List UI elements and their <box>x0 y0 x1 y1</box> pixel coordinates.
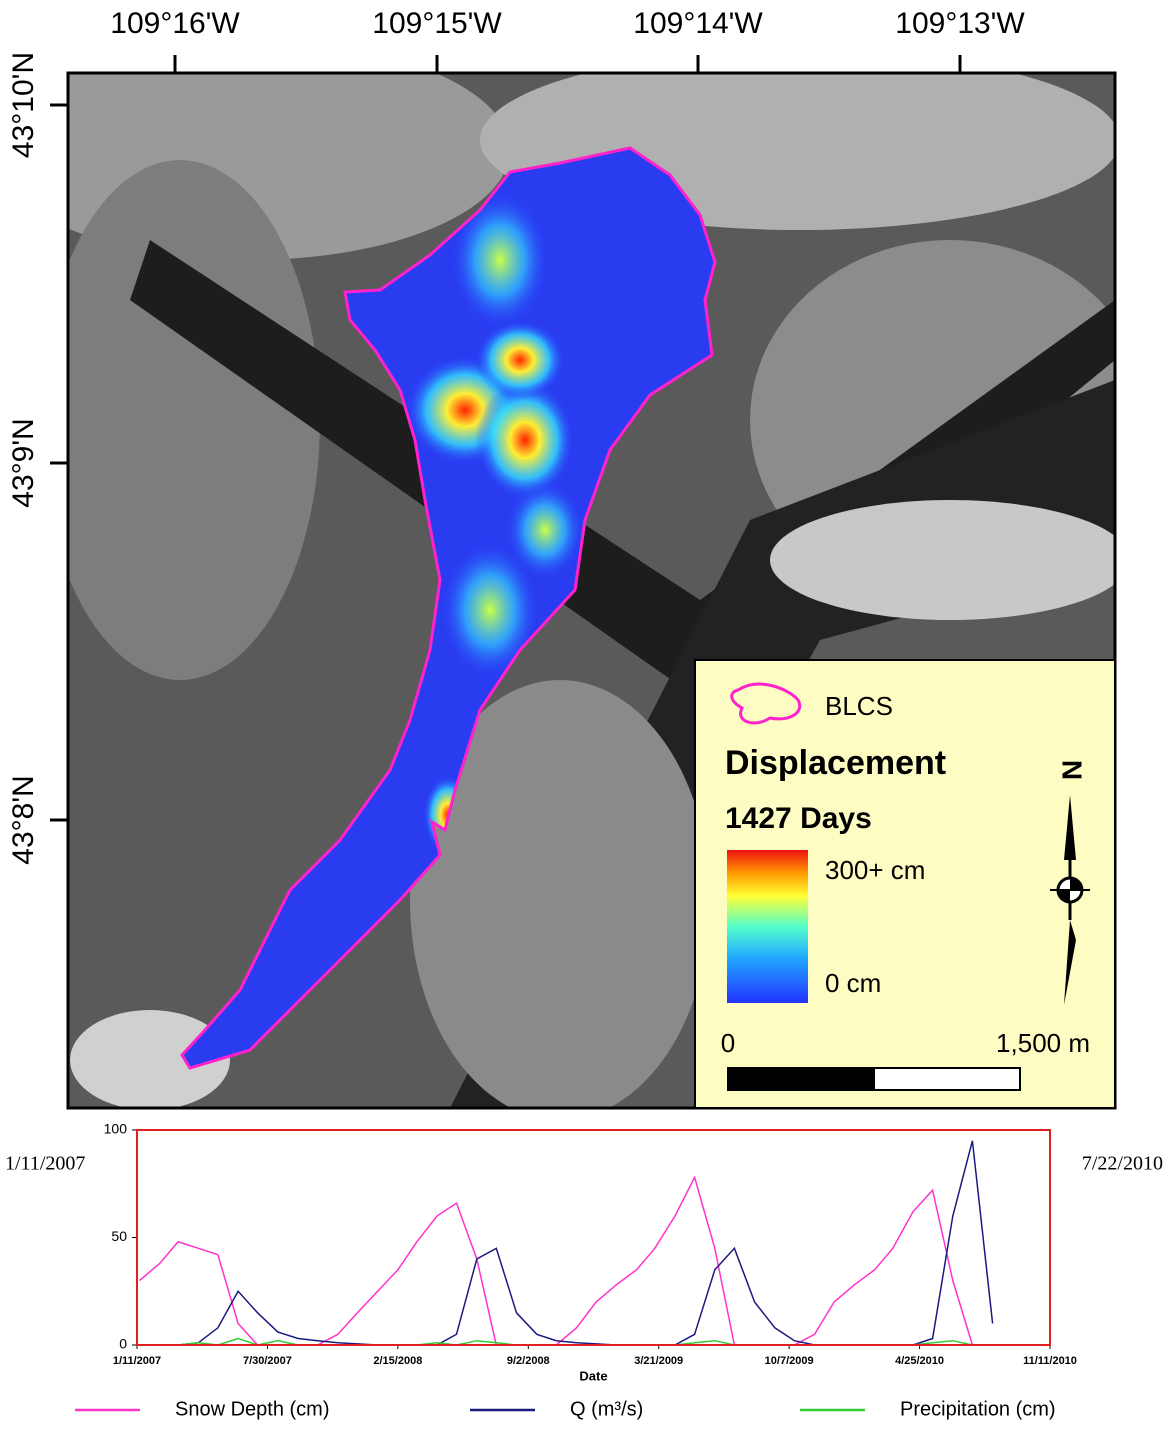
y-tick-label: 100 <box>104 1121 128 1137</box>
scale-bar-black <box>728 1068 875 1090</box>
x-axis-label: Date <box>579 1368 607 1383</box>
svg-text:N: N <box>1057 760 1088 780</box>
legend-label: Q (m³/s) <box>570 1398 643 1420</box>
series-line <box>140 1141 993 1345</box>
x-tick-label: 4/25/2010 <box>895 1355 944 1367</box>
color-min-label: 0 cm <box>825 968 881 998</box>
lon-label: 109°15'W <box>372 7 502 40</box>
scale-min-label: 0 <box>721 1028 735 1058</box>
x-tick-label: 10/7/2009 <box>765 1355 814 1367</box>
lon-label: 109°13'W <box>895 7 1025 40</box>
color-bar <box>727 850 808 1003</box>
x-tick-label: 11/11/2010 <box>1023 1355 1077 1367</box>
x-tick-label: 1/11/2007 <box>113 1355 161 1367</box>
chart: 0 50 100 1/11/2007 7/30/2007 2/15/2008 9/2/200… <box>75 1121 1077 1421</box>
legend: BLCS Displacement 1427 Days 300+ cm 0 cm… <box>695 660 1115 1108</box>
lat-label: 43°10'N <box>7 52 40 158</box>
legend-label: Snow Depth (cm) <box>175 1398 330 1420</box>
plot-frame <box>137 1130 1050 1345</box>
x-tick-label: 3/21/2009 <box>634 1355 683 1367</box>
lat-label: 43°8'N <box>7 775 40 864</box>
color-max-label: 300+ cm <box>825 855 925 885</box>
lat-label: 43°9'N <box>7 418 40 507</box>
legend-period: 1427 Days <box>725 802 872 835</box>
x-tick-label: 9/2/2008 <box>507 1355 550 1367</box>
series-line <box>140 1177 1033 1345</box>
x-tick-label: 7/30/2007 <box>243 1355 292 1367</box>
start-date: 1/11/2007 <box>5 1153 85 1175</box>
y-tick-label: 0 <box>119 1336 127 1352</box>
legend-outline-label: BLCS <box>825 691 893 721</box>
lon-label: 109°16'W <box>110 7 240 40</box>
y-tick-label: 50 <box>111 1228 127 1244</box>
page: 109°16'W 109°15'W 109°14'W 109°13'W 43°10'N 4… <box>0 0 1168 1427</box>
legend-title: Displacement <box>725 744 946 782</box>
end-date: 7/22/2010 <box>1082 1153 1163 1175</box>
x-tick-label: 2/15/2008 <box>373 1355 422 1367</box>
lon-label: 109°14'W <box>633 7 763 40</box>
scale-max-label: 1,500 m <box>996 1028 1090 1058</box>
legend-label: Precipitation (cm) <box>900 1398 1056 1420</box>
